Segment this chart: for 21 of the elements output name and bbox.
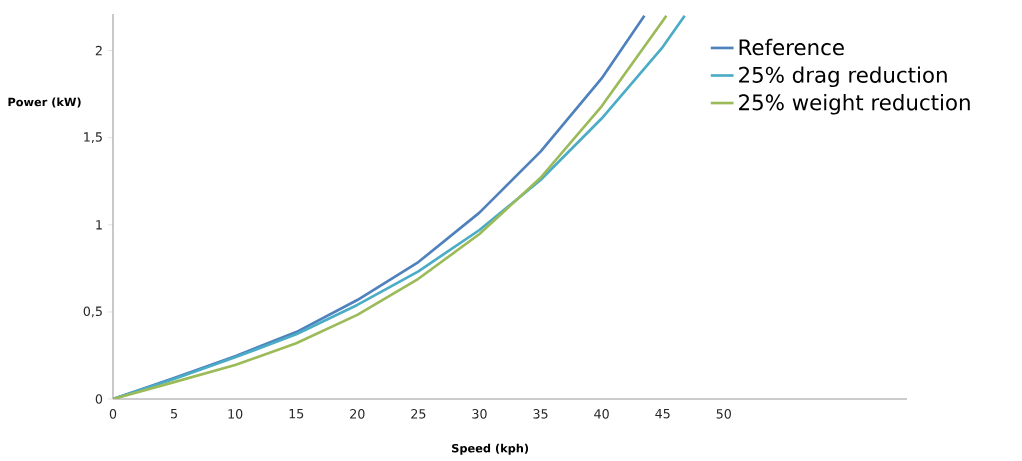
x-tick-label: 50 xyxy=(716,409,731,419)
y-tick-label: 2 xyxy=(95,45,102,56)
x-tick-label: 25 xyxy=(411,409,426,419)
x-tick-label: 35 xyxy=(533,409,548,419)
x-tick-label: 10 xyxy=(228,409,243,419)
y-axis-title: Power (kW) xyxy=(8,97,81,108)
x-tick-label: 0 xyxy=(109,409,117,419)
x-tick-label: 20 xyxy=(350,409,365,419)
x-axis-title: Speed (kph) xyxy=(452,443,529,455)
legend-label: Reference xyxy=(739,38,844,56)
x-tick-label: 45 xyxy=(655,409,670,419)
legend-label: 25% weight reduction xyxy=(739,93,970,115)
x-tick-label: 40 xyxy=(594,409,609,419)
y-tick-label: 1 xyxy=(96,220,102,230)
y-tick-label: 1,5 xyxy=(84,132,102,144)
y-tick-label: 0 xyxy=(95,394,103,404)
x-tick-label: 15 xyxy=(289,409,304,419)
legend-label: 25% drag reduction xyxy=(739,66,947,88)
y-tick-label: 0,5 xyxy=(83,306,102,318)
x-tick-label: 30 xyxy=(472,409,487,419)
x-tick-label: 5 xyxy=(171,409,178,419)
